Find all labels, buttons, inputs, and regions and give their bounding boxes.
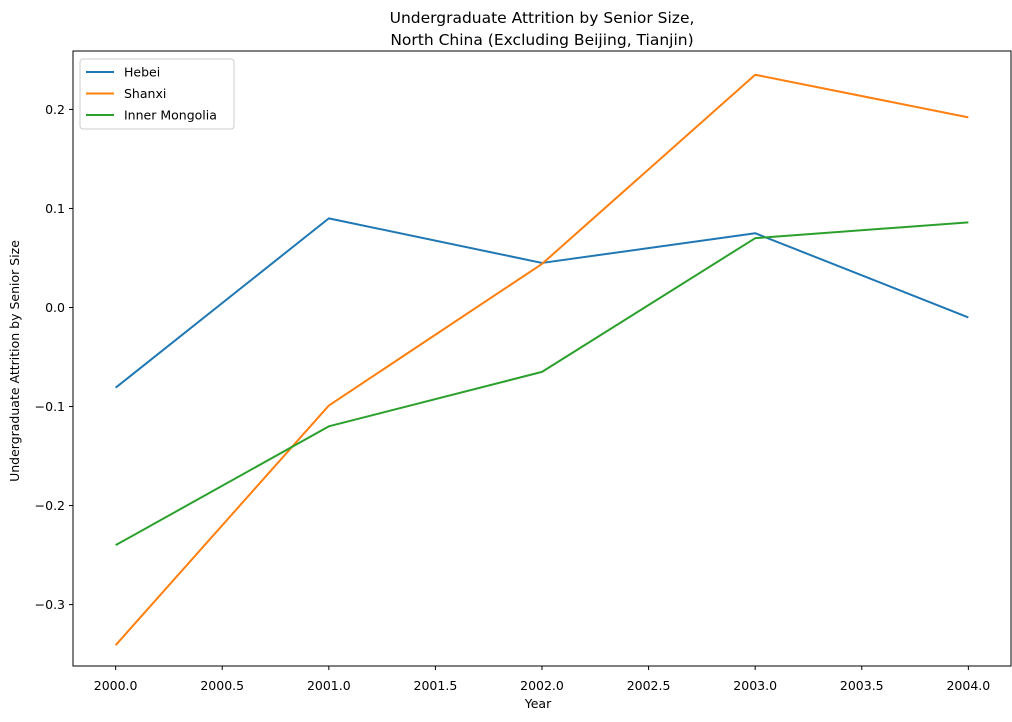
y-tick-label: 0.2 <box>45 102 65 117</box>
chart-title-line-1: Undergraduate Attrition by Senior Size, <box>390 9 695 27</box>
series-line-inner-mongolia <box>115 221 969 547</box>
series-line-shanxi <box>114 73 969 646</box>
legend-box <box>79 58 235 130</box>
series-line-hebei <box>115 217 969 389</box>
chart-title-line-2: North China (Excluding Beijing, Tianjin) <box>390 31 693 49</box>
y-tick-label: 0.1 <box>45 201 65 216</box>
x-tick-label: 2000.0 <box>94 678 138 693</box>
y-axis-ticks: −0.3 −0.2 −0.1 0.0 0.1 0.2 <box>35 102 73 612</box>
x-tick-label: 2002.0 <box>520 678 564 693</box>
x-tick-label: 2001.0 <box>307 678 351 693</box>
y-tick-label: −0.3 <box>35 597 65 612</box>
y-tick-label: −0.2 <box>35 498 65 513</box>
y-tick-label: 0.0 <box>45 300 65 315</box>
x-tick-label: 2003.0 <box>733 678 777 693</box>
y-axis-label: Undergraduate Attrition by Senior Size <box>7 240 22 482</box>
plot-frame <box>72 50 1012 667</box>
x-tick-label: 2004.0 <box>946 678 990 693</box>
legend-label-hebei: Hebei <box>124 65 160 80</box>
x-tick-label: 2000.5 <box>200 678 244 693</box>
legend: Hebei Shanxi Inner Mongolia <box>79 58 235 130</box>
x-axis-label: Year <box>524 696 552 711</box>
x-tick-label: 2001.5 <box>414 678 458 693</box>
series-lines <box>114 73 969 646</box>
y-tick-label: −0.1 <box>35 399 65 414</box>
legend-label-inner-mongolia: Inner Mongolia <box>124 108 217 123</box>
legend-label-shanxi: Shanxi <box>124 86 166 101</box>
x-tick-label: 2003.5 <box>840 678 884 693</box>
x-tick-label: 2002.5 <box>627 678 671 693</box>
x-axis-ticks: 2000.0 2000.5 2001.0 2001.5 2002.0 2002.5 2003… <box>94 666 990 693</box>
